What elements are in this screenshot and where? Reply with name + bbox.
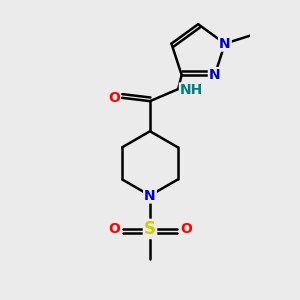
Text: N: N bbox=[209, 68, 220, 82]
Text: N: N bbox=[219, 37, 231, 51]
Text: NH: NH bbox=[180, 83, 203, 98]
Text: N: N bbox=[144, 188, 156, 203]
Text: O: O bbox=[180, 222, 192, 236]
Text: O: O bbox=[108, 91, 120, 105]
Text: O: O bbox=[108, 222, 120, 236]
Text: S: S bbox=[144, 220, 156, 238]
